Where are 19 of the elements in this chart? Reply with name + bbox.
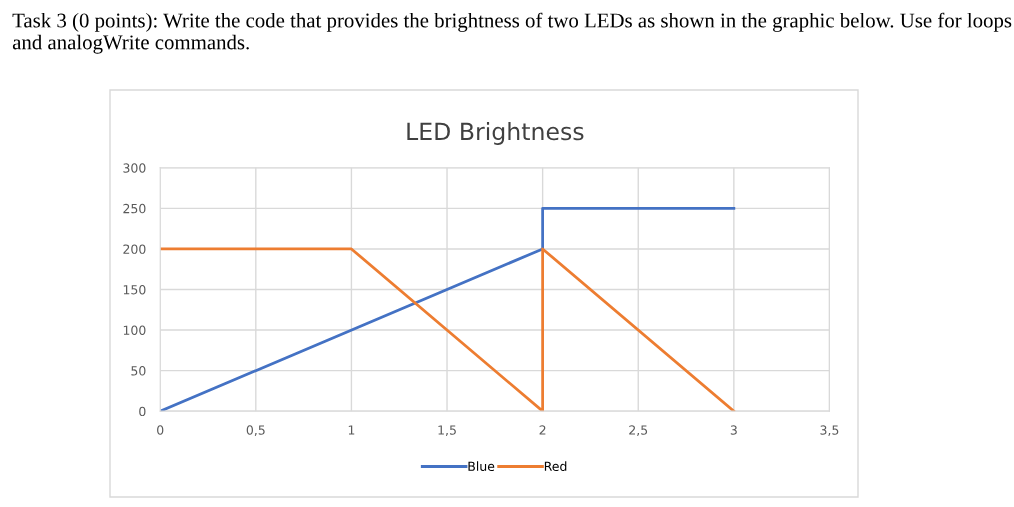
- x-tick-label: 0,5: [246, 425, 265, 437]
- y-tick-label: 300: [123, 163, 146, 173]
- y-tick-label: 200: [123, 244, 146, 254]
- y-tick-label: 50: [131, 366, 146, 376]
- y-tick-label: 100: [123, 325, 146, 335]
- x-tick-label: 2,5: [629, 425, 648, 437]
- x-tick-label: 1,5: [438, 425, 456, 437]
- x-tick-label: 1: [348, 425, 355, 435]
- x-tick-label: 3: [730, 425, 737, 435]
- y-tick-label: 0: [139, 406, 146, 417]
- legend-label: Blue: [468, 461, 495, 472]
- x-tick-label: 2: [539, 425, 546, 435]
- text: Task 3 (0 points): Write the code that provides the brightness of two LEDs as shown in the graphic below. Use for loops and analogWrite commands.: [12, 12, 1012, 54]
- x-tick-label: 0: [157, 425, 164, 435]
- x-tick-label: 3,5: [820, 425, 839, 437]
- y-tick-label: 250: [123, 203, 146, 214]
- legend-label: Red: [544, 461, 567, 472]
- chart-title: LED Brightness: [407, 122, 584, 145]
- y-tick-label: 150: [123, 284, 146, 295]
